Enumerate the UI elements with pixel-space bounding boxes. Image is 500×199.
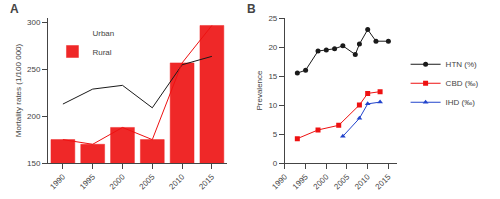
svg-text:B: B bbox=[247, 2, 256, 16]
svg-text:1990: 1990 bbox=[48, 172, 67, 191]
svg-text:2015: 2015 bbox=[197, 172, 216, 191]
svg-text:2005: 2005 bbox=[332, 172, 351, 191]
svg-text:5: 5 bbox=[273, 130, 278, 139]
svg-text:2010: 2010 bbox=[167, 172, 186, 191]
svg-text:15: 15 bbox=[268, 72, 277, 81]
svg-text:20: 20 bbox=[268, 43, 277, 52]
svg-text:300: 300 bbox=[27, 18, 41, 27]
svg-text:Mortality rates (1/100 000): Mortality rates (1/100 000) bbox=[14, 43, 23, 137]
svg-text:Prevalence: Prevalence bbox=[255, 70, 264, 111]
svg-text:2000: 2000 bbox=[312, 172, 331, 191]
svg-text:IHD (‰): IHD (‰) bbox=[446, 98, 476, 107]
svg-text:1995: 1995 bbox=[291, 172, 310, 191]
svg-text:Urban: Urban bbox=[92, 29, 114, 38]
svg-text:HTN (%): HTN (%) bbox=[446, 60, 477, 69]
svg-text:150: 150 bbox=[27, 159, 41, 168]
svg-text:Rural: Rural bbox=[92, 48, 111, 57]
svg-text:2000: 2000 bbox=[108, 172, 127, 191]
svg-text:1990: 1990 bbox=[270, 172, 289, 191]
svg-text:0: 0 bbox=[273, 159, 278, 168]
svg-text:1995: 1995 bbox=[78, 172, 97, 191]
svg-text:25: 25 bbox=[268, 14, 277, 23]
svg-text:CBD (‰): CBD (‰) bbox=[446, 79, 479, 88]
svg-text:250: 250 bbox=[27, 65, 41, 74]
svg-text:2005: 2005 bbox=[138, 172, 157, 191]
svg-text:2010: 2010 bbox=[353, 172, 372, 191]
svg-text:200: 200 bbox=[27, 112, 41, 121]
svg-text:A: A bbox=[10, 2, 19, 16]
svg-text:10: 10 bbox=[268, 101, 277, 110]
svg-text:2015: 2015 bbox=[374, 172, 393, 191]
